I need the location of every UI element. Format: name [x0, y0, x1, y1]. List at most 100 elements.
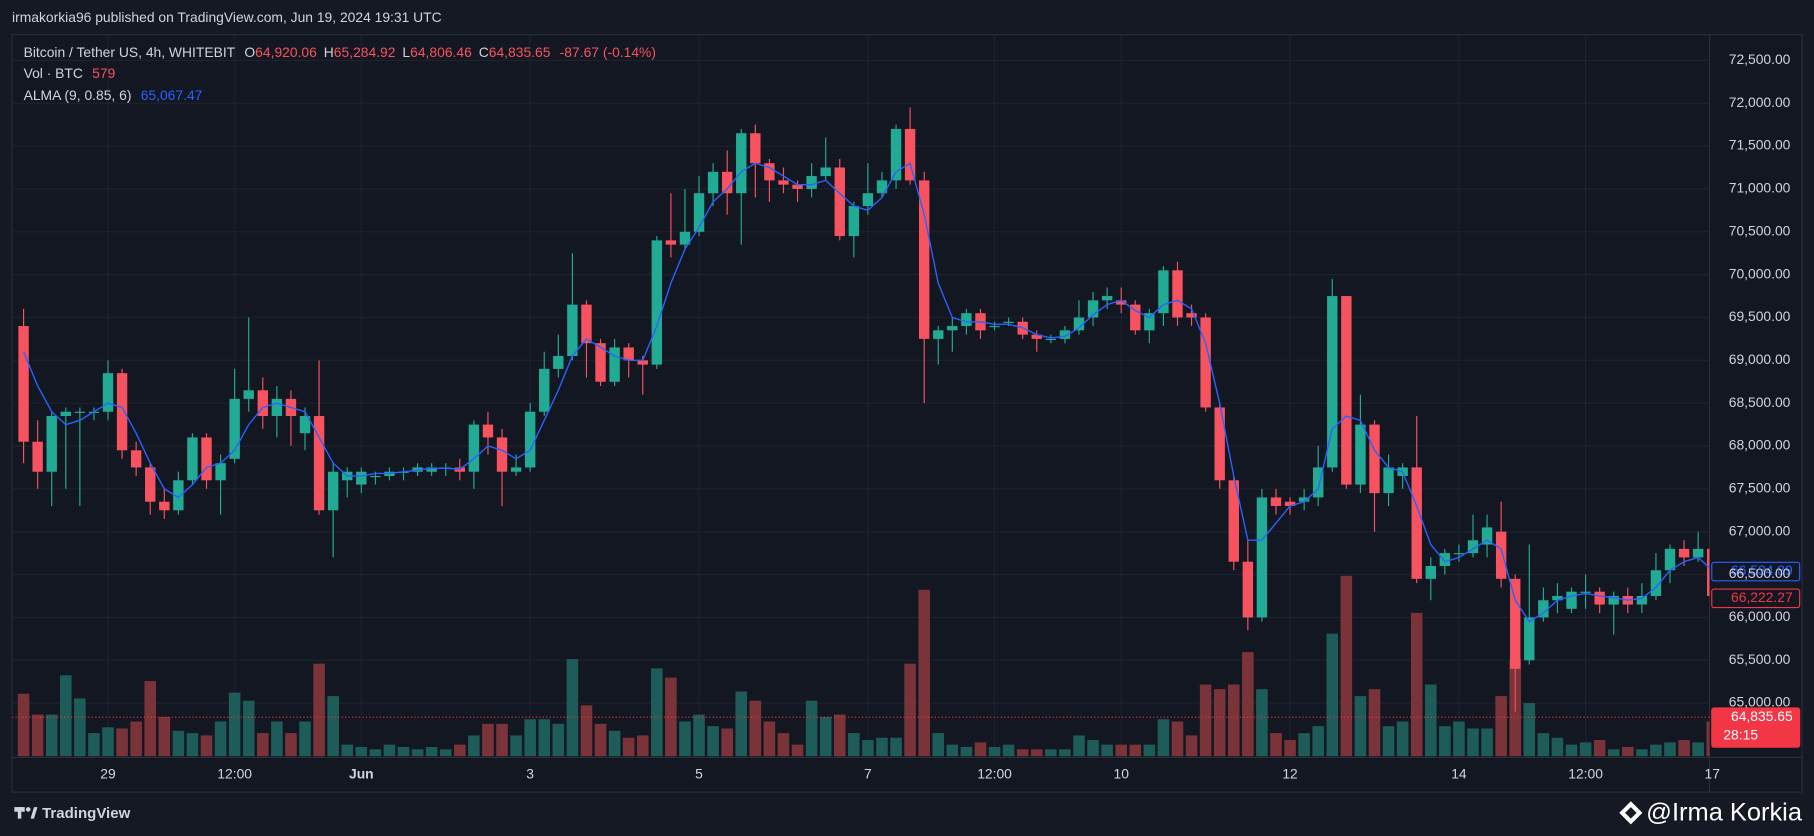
y-tick-label: 66,500.00 [1729, 565, 1791, 581]
candle-body [1664, 548, 1676, 571]
volume-bar [1396, 721, 1409, 757]
volume-bar [1678, 740, 1690, 757]
volume-bar [636, 735, 649, 757]
candle-body [947, 326, 958, 331]
candle-body [116, 373, 128, 451]
h-label: H [324, 44, 334, 60]
candle-body [1045, 338, 1057, 341]
legend-line: Bitcoin / Tether US, 4h, WHITEBIT O64,920… [24, 44, 656, 60]
volume-bar [622, 737, 635, 757]
volume-bar [1607, 749, 1620, 757]
candle-body [933, 330, 944, 339]
volume-bar [1636, 749, 1648, 757]
watermark: @Irma Korkia [1646, 799, 1803, 827]
volume-bar [946, 744, 959, 757]
volume-bar [932, 733, 945, 757]
candle-body [1327, 296, 1338, 468]
candle-body [918, 180, 930, 339]
volume-bar [200, 735, 213, 757]
volume-bar [1115, 744, 1127, 757]
volume-bar [425, 746, 438, 757]
candle-body [1059, 330, 1071, 339]
volume-bar [242, 700, 255, 757]
vol-value: 579 [92, 65, 115, 81]
o-value: 64,920.06 [255, 44, 317, 60]
volume-bar [862, 740, 874, 757]
volume-bar [1425, 684, 1437, 757]
candle-body [1031, 334, 1042, 339]
volume-bar [552, 723, 565, 757]
candle-body [581, 304, 592, 344]
volume-bar [1467, 728, 1479, 757]
volume-legend: Vol · BTC 579 [24, 65, 116, 81]
candle-body [173, 480, 184, 511]
candle-body [1411, 467, 1422, 579]
volume-bar [580, 705, 593, 757]
volume-bar [833, 714, 846, 757]
volume-bar [1227, 684, 1240, 757]
volume-bar [1312, 726, 1324, 757]
volume-bar [88, 733, 100, 757]
volume-bar [1256, 689, 1268, 757]
candle-body [1707, 548, 1710, 596]
candle-body [1144, 313, 1155, 331]
volume-bar [313, 663, 325, 757]
volume-bar [1664, 742, 1676, 757]
candle-body [159, 501, 170, 511]
price-label-box [1711, 707, 1801, 748]
candle-body [1256, 497, 1268, 618]
volume-bar [1537, 733, 1550, 757]
volume-bar [819, 716, 832, 757]
candle-body [60, 411, 71, 417]
candle-body [1298, 497, 1310, 502]
y-tick-label: 69,000.00 [1729, 351, 1791, 367]
candle-body [637, 360, 648, 365]
volume-bar [848, 733, 860, 757]
volume-bar [130, 721, 142, 757]
candle-body [130, 450, 142, 468]
volume-bar [1185, 735, 1198, 757]
candle-body [623, 347, 634, 361]
candle-body [1284, 501, 1296, 506]
brand: TradingView [42, 805, 130, 822]
alma-value: 65,067.47 [141, 87, 203, 103]
candle-body [848, 206, 860, 237]
volume-bar [186, 733, 199, 757]
volume-bar [1242, 652, 1254, 757]
c-value: 64,835.65 [489, 44, 551, 60]
volume-bar [383, 744, 396, 757]
candle-body [271, 398, 283, 417]
candle-body [609, 347, 620, 382]
candle-body [721, 171, 733, 194]
volume-bar [960, 746, 973, 757]
candle-body [1692, 548, 1704, 558]
y-tick-label: 65,500.00 [1729, 651, 1791, 667]
volume-bar [158, 716, 171, 757]
volume-bar [1171, 721, 1184, 757]
candle-body [18, 326, 29, 442]
candle-body [1073, 317, 1085, 331]
volume-bar [1073, 735, 1085, 757]
volume-bar [1481, 728, 1493, 757]
candle-body [102, 373, 114, 412]
candle-body [1270, 497, 1282, 506]
volume-bar [1016, 749, 1029, 757]
publisher: irmakorkia96 published on TradingView.co… [12, 9, 442, 25]
candle-body [482, 424, 494, 438]
candle-body [806, 176, 817, 189]
candle-body [1678, 548, 1690, 558]
tv-logo [14, 807, 38, 819]
volume-bar [144, 681, 157, 757]
candle-body [792, 184, 803, 189]
volume-bar [1101, 744, 1113, 757]
candle-body [257, 390, 269, 417]
volume-bar [679, 721, 691, 757]
candle-body [595, 343, 606, 382]
candle-body [1186, 313, 1197, 318]
change: -87.67 (-0.14%) [560, 44, 656, 60]
volume-bar [74, 698, 86, 757]
volume-bar [1326, 633, 1339, 757]
candle-body [1481, 527, 1493, 545]
volume-bar [1199, 684, 1212, 757]
